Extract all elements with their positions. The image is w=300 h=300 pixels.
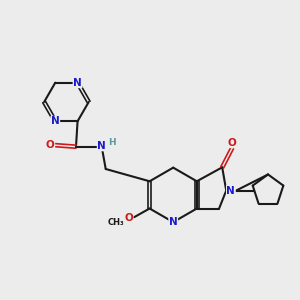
Text: O: O bbox=[124, 213, 133, 223]
Text: N: N bbox=[97, 141, 106, 151]
Text: N: N bbox=[73, 78, 82, 88]
Text: N: N bbox=[51, 116, 60, 126]
Text: N: N bbox=[226, 186, 235, 196]
Text: H: H bbox=[108, 138, 116, 147]
Text: N: N bbox=[169, 217, 178, 227]
Text: O: O bbox=[228, 138, 236, 148]
Text: O: O bbox=[46, 140, 55, 150]
Text: CH₃: CH₃ bbox=[108, 218, 124, 227]
